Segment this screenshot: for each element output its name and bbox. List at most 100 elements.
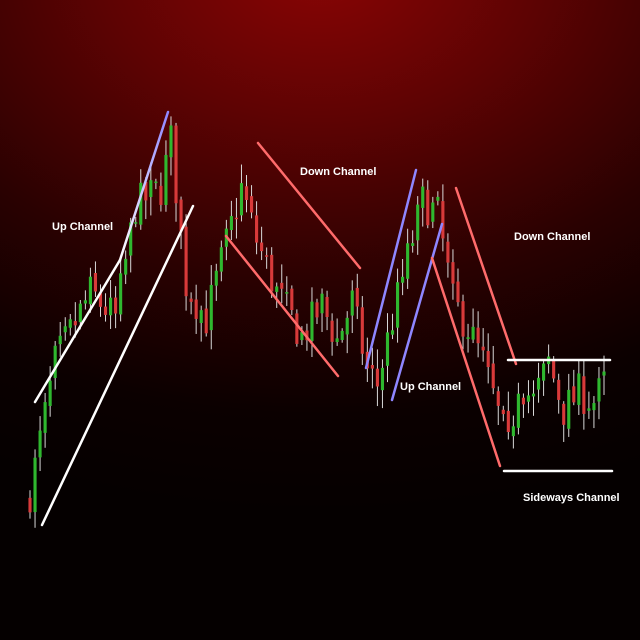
candle [582, 360, 586, 430]
candle [355, 273, 359, 320]
candle-body-bearish [189, 298, 193, 302]
candle [159, 172, 163, 212]
candle [491, 345, 495, 395]
candle-body-bullish [602, 371, 606, 376]
candle [416, 196, 420, 255]
candle [224, 219, 228, 261]
candle-body-bearish [315, 302, 319, 318]
candle-body-bullish [466, 337, 470, 340]
candle [33, 449, 37, 528]
candle [501, 405, 505, 422]
candle-body-bullish [88, 276, 92, 305]
candle [93, 261, 98, 297]
candle-body-bullish [406, 243, 410, 279]
candle [73, 302, 77, 338]
candle-body-bearish [451, 262, 455, 284]
candle [320, 288, 324, 332]
candle [476, 311, 480, 358]
candle-body-bearish [446, 241, 450, 263]
candle [174, 122, 178, 222]
candle-body-bullish [239, 183, 244, 216]
candle-body-bullish [597, 378, 601, 402]
candle-body-bullish [164, 154, 168, 205]
candle [481, 328, 485, 362]
candle [38, 416, 42, 472]
candle-body-bearish [270, 254, 274, 292]
candle [109, 280, 113, 329]
candle-body-bearish [360, 307, 364, 354]
candle-body-bullish [275, 286, 279, 292]
candle [572, 369, 576, 406]
candle [43, 392, 47, 448]
candle-body-bullish [516, 393, 520, 428]
candle-body-bearish [73, 321, 77, 326]
candle-body-bullish [542, 363, 546, 381]
candle-body-bearish [325, 296, 329, 318]
candle [154, 178, 158, 190]
candle-body-bearish [557, 379, 561, 400]
candle-body-bullish [416, 204, 420, 241]
candle-body-bearish [265, 255, 269, 257]
candle-body-bullish [285, 292, 289, 294]
candle [380, 359, 385, 409]
candle [103, 293, 108, 322]
candle-body-bullish [390, 330, 395, 335]
candle-body-bearish [330, 320, 334, 342]
candles-layer [28, 116, 606, 528]
down-channel-1-upper-line [256, 141, 362, 270]
candle-body-bearish [552, 359, 556, 379]
candle-body-bearish [98, 293, 103, 307]
candle-body-bearish [244, 186, 249, 201]
candle-body-bearish [255, 215, 259, 243]
candle-body-bearish [159, 185, 163, 205]
candle [295, 309, 299, 347]
candle-body-bearish [441, 201, 445, 239]
candle-body-bullish [139, 182, 143, 225]
candle-body-bullish [199, 310, 203, 323]
candle-body-bearish [521, 397, 525, 405]
candle-body-bullish [310, 301, 314, 341]
candle [385, 313, 390, 383]
candle [255, 201, 259, 255]
candle [360, 296, 364, 365]
candle-body-bearish [355, 287, 359, 307]
candle-body-bearish [260, 242, 264, 252]
candle [335, 318, 339, 346]
candle [350, 280, 354, 334]
candle-body-bullish [401, 276, 405, 283]
candle [88, 267, 92, 313]
candle-body-bullish [63, 326, 67, 333]
sideways-channel-label: Sideways Channel [523, 492, 620, 504]
candle-body-bearish [496, 391, 500, 406]
candle-body-bullish [350, 290, 354, 316]
candle [189, 292, 193, 315]
candle [124, 250, 128, 285]
candle [390, 313, 395, 340]
candle [169, 116, 173, 176]
candle-body-bullish [119, 273, 123, 315]
candle [521, 393, 525, 418]
candle [406, 228, 410, 289]
up-channel-label-1: Up Channel [52, 221, 113, 233]
candle-body-bullish [526, 395, 531, 402]
up-channel-2-lower-line [390, 222, 444, 402]
candle-body-bearish [501, 409, 505, 415]
candle-body-bearish [375, 368, 379, 387]
candle-body-bullish [340, 330, 344, 340]
candle-body-bullish [78, 303, 82, 323]
candle [602, 355, 606, 396]
candle [275, 282, 279, 308]
candle-body-bullish [567, 389, 571, 429]
candle-body-bearish [280, 282, 284, 289]
candle-body-bearish [144, 181, 148, 201]
candle [164, 140, 168, 212]
candle [562, 401, 566, 442]
candle-body-bullish [83, 300, 87, 304]
candle [229, 200, 233, 241]
candle [270, 247, 274, 298]
candle-body-bullish [33, 457, 37, 513]
up-channel-1-upper-line-tip [118, 110, 170, 262]
candle [542, 359, 546, 396]
down-channel-label-2: Down Channel [514, 231, 590, 243]
